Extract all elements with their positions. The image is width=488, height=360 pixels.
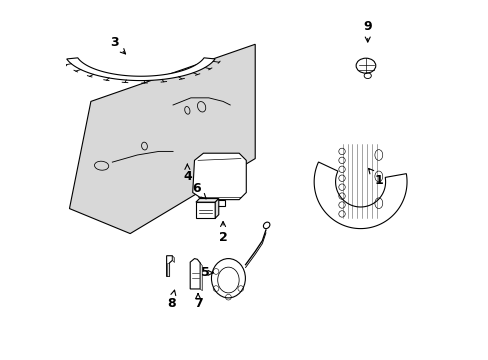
Polygon shape bbox=[214, 200, 224, 206]
Polygon shape bbox=[215, 199, 218, 218]
Text: 6: 6 bbox=[192, 183, 206, 199]
Polygon shape bbox=[192, 153, 246, 200]
Text: 9: 9 bbox=[363, 20, 371, 42]
Polygon shape bbox=[69, 44, 255, 234]
Polygon shape bbox=[66, 58, 215, 81]
Polygon shape bbox=[172, 256, 174, 262]
Polygon shape bbox=[313, 162, 406, 229]
Text: 4: 4 bbox=[183, 164, 191, 183]
Polygon shape bbox=[190, 258, 200, 289]
Text: 8: 8 bbox=[166, 290, 175, 310]
Text: 2: 2 bbox=[218, 221, 227, 244]
Polygon shape bbox=[196, 202, 215, 218]
Polygon shape bbox=[196, 199, 218, 202]
Polygon shape bbox=[166, 256, 172, 276]
Polygon shape bbox=[166, 263, 169, 276]
Text: 7: 7 bbox=[193, 293, 202, 310]
Polygon shape bbox=[200, 263, 202, 291]
Text: 5: 5 bbox=[201, 266, 213, 279]
Text: 3: 3 bbox=[110, 36, 125, 54]
Text: 1: 1 bbox=[368, 168, 382, 186]
